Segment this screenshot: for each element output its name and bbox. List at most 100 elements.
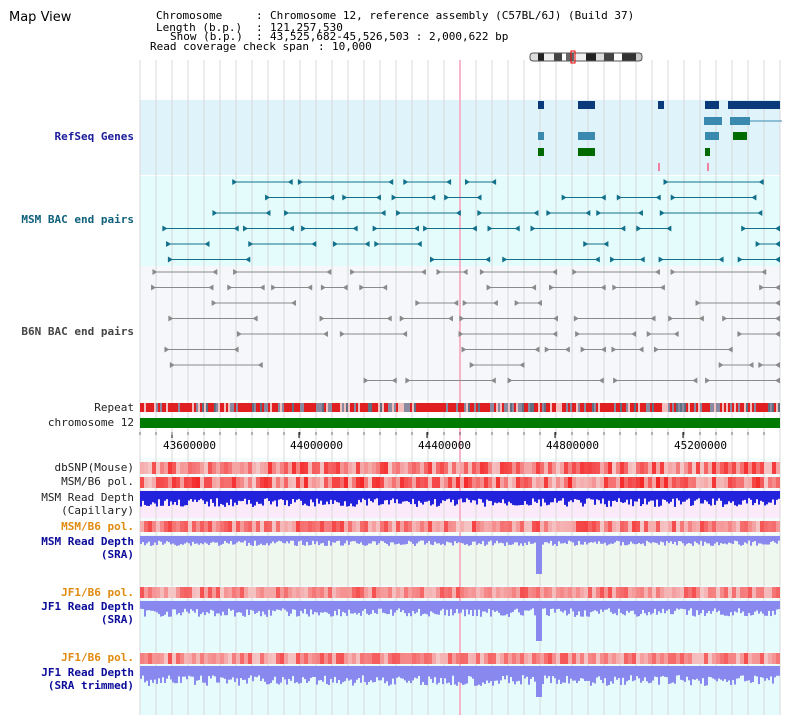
depth-bar [324,491,326,505]
chromosome-value: Chromosome 12, reference assembly (C57BL… [270,9,635,22]
msm-bac-end [375,194,381,201]
track-label-b6n-bac[interactable]: B6N BAC end pairs [21,325,134,338]
heat-cell [732,462,736,474]
depth-bar [736,491,738,507]
track-label-msm-pol-sra[interactable]: MSM/B6 pol. [61,520,134,533]
heat-cell [184,587,188,598]
depth-bar [288,601,290,617]
track-label-msm-bac[interactable]: MSM BAC end pairs [21,213,134,226]
b6n-bac-end [600,284,606,291]
heat-cell [712,521,716,532]
depth-bar [518,601,520,613]
depth-bar [558,601,560,609]
depth-bar [204,491,206,504]
heat-cell [424,653,428,664]
heat-cell [336,521,340,532]
b6n-bac-end [613,377,619,384]
repeat-cell [640,403,642,412]
track-label-msm-depth[interactable]: MSM Read Depth [41,491,134,504]
repeat-cell [624,403,626,412]
depth-bar [554,666,556,679]
depth-bar [264,666,266,682]
heat-cell [692,653,696,664]
depth-bar [168,536,170,543]
depth-bar [374,491,376,500]
heat-cell [576,587,580,598]
depth-bar [386,491,388,501]
depth-bar [232,491,234,507]
repeat-cell [686,403,688,412]
depth-bar [430,491,432,506]
depth-bar [384,536,386,543]
depth-bar [286,601,288,612]
depth-bar [146,491,148,506]
heat-cell [164,477,168,488]
depth-bar [458,601,460,614]
depth-bar [736,601,738,613]
depth-bar [426,536,428,544]
ideogram-band [636,53,642,61]
heat-cell [376,477,380,488]
heat-cell [440,653,444,664]
repeat-cell [516,403,518,412]
track-label-jf1-pol[interactable]: JF1/B6 pol. [61,586,134,599]
repeat-cell [578,403,580,412]
b6n-bac-end [654,269,660,275]
repeat-cell [522,403,524,412]
depth-bar [632,601,634,611]
depth-bar [758,491,760,505]
heat-cell [640,587,644,598]
depth-bar [216,601,218,614]
depth-bar [760,536,762,544]
depth-bar [194,491,196,500]
b6n-bac-end [259,284,265,291]
track-label-jf1-pol-2[interactable]: JF1/B6 pol. [61,651,134,664]
repeat-cell [670,403,672,412]
depth-bar [598,601,600,614]
ideogram-band [566,53,574,61]
depth-bar [466,666,468,684]
msm-bac-end [380,210,386,216]
heat-cell [568,521,572,532]
repeat-cell [214,403,216,412]
heat-cell [200,462,204,474]
heat-cell [432,587,436,598]
track-label-chromosome[interactable]: chromosome 12 [47,416,134,429]
depth-bar [308,491,310,507]
repeat-cell [408,403,410,412]
depth-bar [592,536,594,543]
depth-bar [696,666,698,679]
track-label-jf1-sra[interactable]: JF1 Read Depth [41,600,134,613]
depth-bar [638,666,640,679]
depth-bar [344,666,346,682]
track-label-jf1-trim[interactable]: JF1 Read Depth [41,666,134,679]
depth-bar [604,666,606,679]
track-label-dbsnp[interactable]: dbSNP(Mouse) [54,461,134,474]
repeat-cell [564,403,566,412]
heat-cell [772,587,776,598]
track-label-msm-sra[interactable]: MSM Read Depth [41,535,134,548]
repeat-cell [562,403,564,412]
heat-cell [636,587,640,598]
heat-cell [504,587,508,598]
heat-cell [596,653,600,664]
heat-cell [156,521,160,532]
track-label-msm-pol[interactable]: MSM/B6 pol. [61,475,134,488]
depth-bar [524,491,526,502]
depth-bar [414,666,416,678]
repeat-cell [330,403,332,412]
depth-bar [720,536,722,544]
heat-cell [496,477,500,488]
track-label-repeat[interactable]: Repeat [94,401,134,414]
depth-bar [358,666,360,679]
track-label-refseq[interactable]: RefSeq Genes [54,130,134,143]
depth-bar [402,601,404,611]
heat-cell [360,587,364,598]
depth-bar [456,536,458,544]
depth-bar [316,601,318,613]
depth-bar [678,491,680,501]
repeat-cell [474,403,476,412]
heat-cell [332,477,336,488]
heat-cell [176,462,180,474]
